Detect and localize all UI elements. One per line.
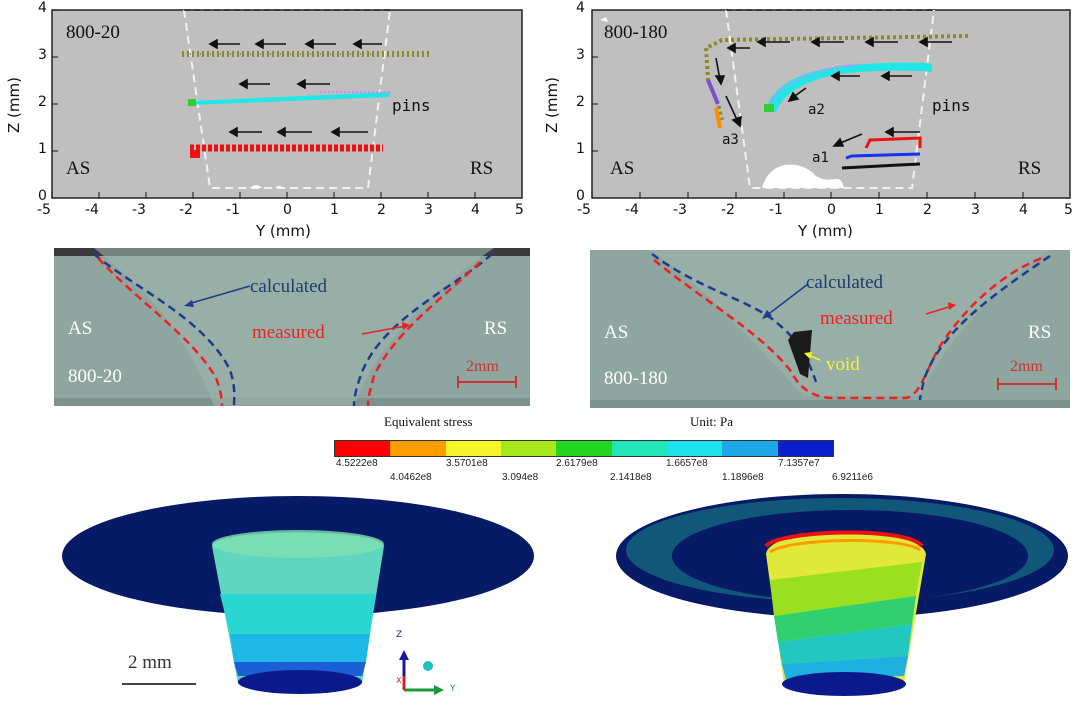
colorbar-label: 4.0462e8: [390, 472, 432, 483]
axis-z-label: Z: [396, 630, 403, 640]
xlabel: Y (mm): [256, 222, 311, 240]
ytick: 4: [38, 0, 47, 16]
micro-rs: RS: [1028, 322, 1052, 343]
label-void: void: [826, 354, 860, 375]
colorbar-segment: [335, 441, 391, 456]
model-scale-label: 2 mm: [128, 652, 172, 673]
xtick: 1: [875, 202, 884, 218]
xtick: -1: [226, 202, 240, 218]
xtick: 2: [377, 202, 386, 218]
scale-bar-label: 2mm: [466, 358, 499, 375]
xtick: -4: [85, 202, 99, 218]
xtick: -5: [37, 202, 51, 218]
xtick: 1: [330, 202, 339, 218]
micro-sample: 800-20: [68, 366, 122, 387]
axis-x-label: X: [396, 676, 402, 685]
micrograph-800-180: calculated measured void AS RS 800-180 2…: [590, 250, 1070, 408]
plot-800-180-canvas: [591, 9, 1071, 199]
xtick: 5: [1064, 202, 1073, 218]
plot-800-180-pins: pins: [932, 96, 971, 115]
plot-800-20-as: AS: [66, 158, 91, 179]
xtick: -5: [577, 202, 591, 218]
ytick: 4: [576, 0, 585, 16]
colorbar-label: 4.5222e8: [336, 458, 378, 469]
xtick: -4: [625, 202, 639, 218]
scale-bar-label: 2mm: [1010, 358, 1043, 375]
axis-y-label: Y: [450, 684, 456, 694]
label-calculated: calculated: [806, 272, 884, 293]
colorbar-label: 2.6179e8: [556, 458, 598, 469]
plot-800-180-as: AS: [610, 158, 635, 179]
colorbar-segment: [666, 441, 723, 456]
xtick: 4: [1019, 202, 1028, 218]
colorbar-label: 1.6657e8: [666, 458, 708, 469]
plot-800-180-rs: RS: [1018, 158, 1042, 179]
plot-800-20-canvas: [51, 9, 523, 199]
colorbar-label: 2.1418e8: [610, 472, 652, 483]
micro-rs: RS: [484, 318, 508, 339]
label-a1: a1: [812, 150, 829, 166]
micro-sample: 800-180: [604, 368, 668, 389]
ytick: 1: [576, 141, 585, 157]
xlabel: Y (mm): [798, 222, 853, 240]
colorbar-label: 3.094e8: [502, 472, 539, 483]
colorbar-label: 3.5701e8: [446, 458, 488, 469]
ytick: 3: [38, 47, 47, 63]
colorbar-title: Equivalent stress: [384, 414, 473, 429]
xtick: -1: [769, 202, 783, 218]
xtick: 2: [923, 202, 932, 218]
ytick: 2: [576, 94, 585, 110]
ytick: 3: [576, 47, 585, 63]
label-measured: measured: [252, 322, 325, 343]
xtick: -3: [132, 202, 146, 218]
xtick: -2: [721, 202, 735, 218]
colorbar-segment: [556, 441, 612, 456]
colorbar-segment: [777, 441, 833, 456]
ylabel: Z (mm): [542, 77, 561, 133]
label-calculated: calculated: [250, 276, 328, 297]
ytick: 2: [38, 94, 47, 110]
label-a3: a3: [722, 132, 739, 148]
colorbar-segment: [445, 441, 501, 456]
label-a2: a2: [808, 102, 825, 118]
micrograph-800-20: calculated measured AS RS 800-20 2mm: [54, 248, 530, 406]
xtick: 0: [827, 202, 836, 218]
label-measured: measured: [820, 308, 893, 329]
colorbar-segment: [500, 441, 557, 456]
micrograph-800-180-drawing: [590, 250, 1070, 408]
colorbar-label: 7.1357e7: [778, 458, 820, 469]
micro-as: AS: [68, 318, 93, 339]
micrograph-800-20-drawing: [54, 248, 530, 406]
ytick: 0: [38, 188, 47, 204]
xtick: 3: [971, 202, 980, 218]
ylabel: Z (mm): [4, 77, 23, 133]
colorbar-segment: [722, 441, 778, 456]
xtick: -2: [179, 202, 193, 218]
colorbar-unit: Unit: Pa: [690, 414, 733, 429]
xtick: 4: [471, 202, 480, 218]
plot-800-20-rs: RS: [470, 158, 494, 179]
ytick: 1: [38, 141, 47, 157]
plot-800-20-pins: pins: [392, 96, 431, 115]
colorbar-strip: [334, 440, 834, 457]
colorbar-segment: [390, 441, 446, 456]
plot-800-20-label: 800-20: [66, 22, 120, 43]
xtick: 0: [283, 202, 292, 218]
colorbar-label: 6.9211e6: [832, 472, 873, 483]
xtick: 3: [424, 202, 433, 218]
stress-model-drawing: [62, 494, 1068, 696]
colorbar-segment: [611, 441, 667, 456]
ytick: 0: [576, 188, 585, 204]
plot-800-180-label: 800-180: [604, 22, 668, 43]
xtick: -3: [673, 202, 687, 218]
xtick: 5: [515, 202, 524, 218]
micro-as: AS: [604, 322, 629, 343]
colorbar-label: 1.1896e8: [722, 472, 764, 483]
